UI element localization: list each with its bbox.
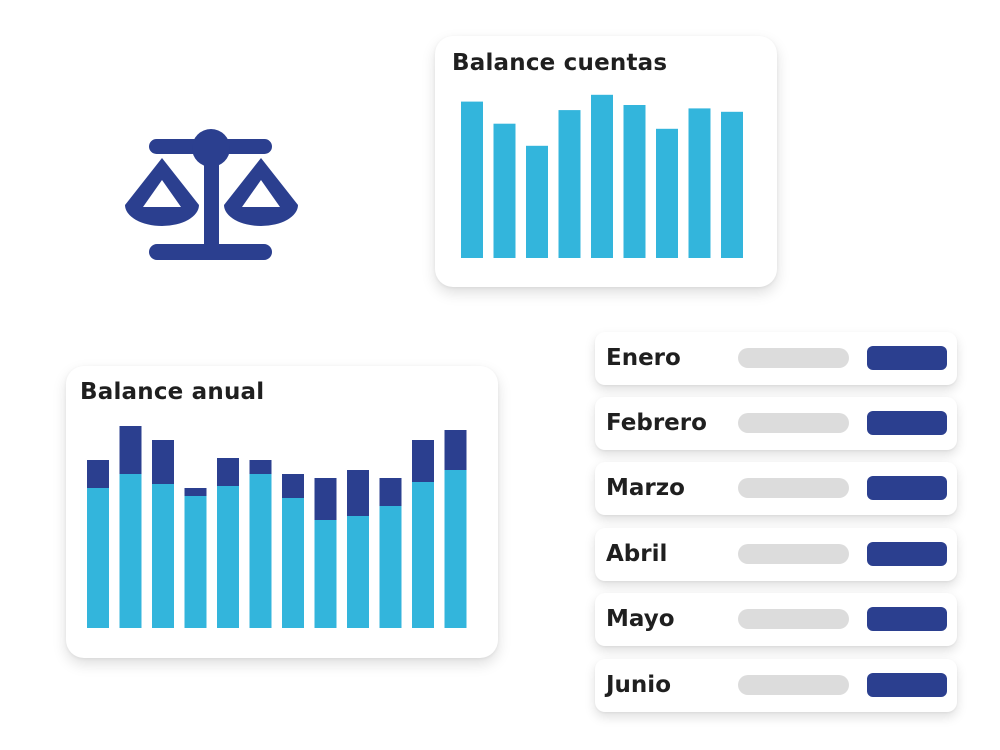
month-action-button[interactable] [867,411,947,435]
bar-base-2 [119,474,142,628]
month-label: Enero [606,345,681,371]
month-row-febrero[interactable]: Febrero [595,397,957,450]
balance-anual-chart [87,426,467,628]
bar-top-6 [249,460,272,474]
bar-5 [591,94,613,258]
bar-base-5 [217,486,239,628]
bar-top-1 [87,460,109,488]
month-row-mayo[interactable]: Mayo [595,593,957,646]
month-label: Junio [606,672,671,698]
bar-base-4 [184,496,207,628]
bar-base-7 [282,498,304,628]
balance-cuentas-card: Balance cuentas [435,36,777,287]
bar-top-4 [184,488,207,496]
bar-9 [721,111,743,258]
bar-top-11 [412,440,434,482]
bar-3 [526,145,548,258]
bar-base-11 [412,482,434,628]
bar-top-10 [379,478,402,506]
bar-top-9 [347,470,369,516]
month-action-button[interactable] [867,673,947,697]
bar-base-12 [444,470,467,628]
month-label: Marzo [606,475,685,501]
month-label: Mayo [606,606,675,632]
bar-top-8 [314,478,337,520]
bar-base-1 [87,488,109,628]
bar-base-6 [249,474,272,628]
bar-top-7 [282,474,304,498]
month-label: Abril [606,541,668,567]
bar-base-3 [152,484,174,628]
month-action-button[interactable] [867,346,947,370]
month-progress-track [738,544,849,564]
bar-4 [558,110,581,258]
month-progress-track [738,348,849,368]
month-row-abril[interactable]: Abril [595,528,957,581]
balance-anual-card: Balance anual [66,366,498,658]
bar-7 [656,128,678,258]
bar-2 [493,123,516,258]
bar-top-2 [119,426,142,474]
month-row-enero[interactable]: Enero [595,332,957,385]
month-action-button[interactable] [867,542,947,566]
month-progress-track [738,478,849,498]
month-progress-track [738,609,849,629]
bar-base-8 [314,520,337,628]
bar-top-12 [444,430,467,470]
bar-top-5 [217,458,239,486]
month-action-button[interactable] [867,476,947,500]
balance-anual-title: Balance anual [80,379,265,405]
bar-top-3 [152,440,174,484]
balance-cuentas-title: Balance cuentas [452,50,668,76]
month-row-marzo[interactable]: Marzo [595,462,957,515]
bar-8 [688,108,711,259]
bar-6 [623,105,646,258]
balance-scale-icon [125,129,298,260]
bar-base-10 [379,506,402,628]
bar-base-9 [347,516,369,628]
month-action-button[interactable] [867,607,947,631]
month-progress-track [738,675,849,695]
bar-1 [461,101,483,258]
month-row-junio[interactable]: Junio [595,659,957,712]
month-progress-track [738,413,849,433]
month-label: Febrero [606,410,707,436]
balance-cuentas-chart [461,94,743,259]
